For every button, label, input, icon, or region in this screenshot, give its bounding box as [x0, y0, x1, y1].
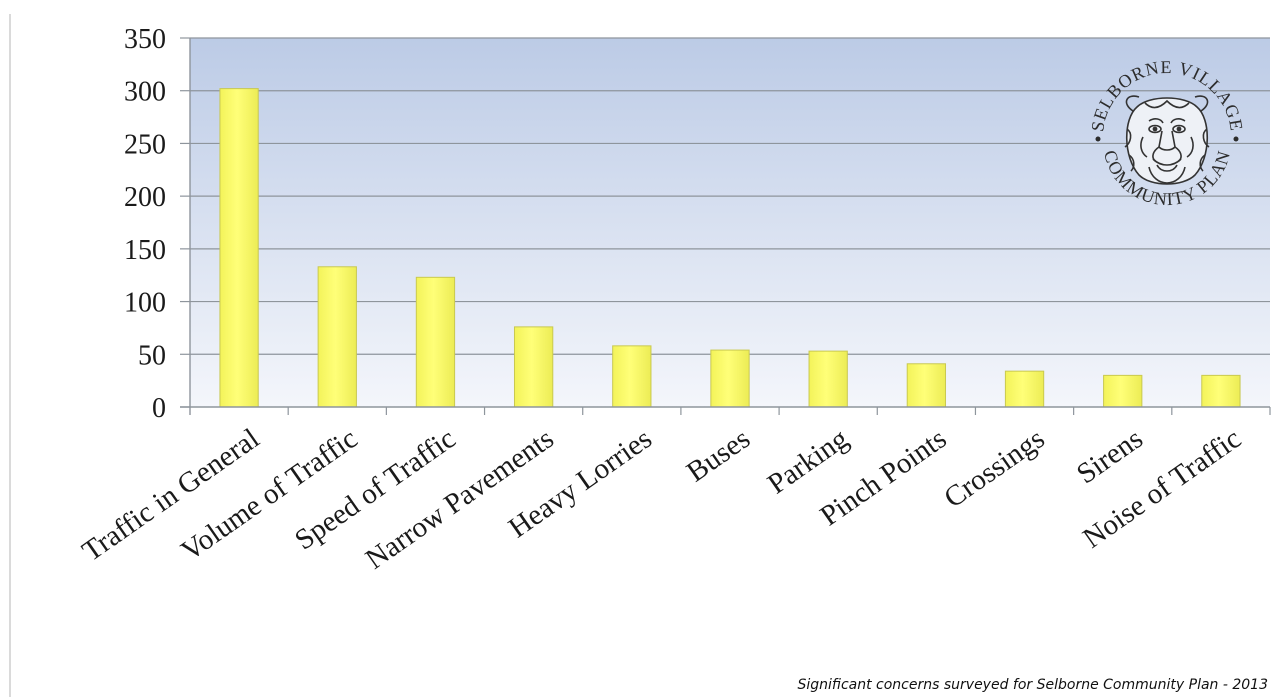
- y-tick-label: 250: [124, 129, 166, 160]
- bar: [1004, 370, 1045, 408]
- plot-area: [190, 38, 1270, 407]
- bar: [1103, 374, 1143, 408]
- axes: [180, 38, 1270, 415]
- bar: [808, 350, 848, 408]
- bar: [219, 88, 259, 408]
- y-tick-label: 50: [138, 340, 166, 371]
- bar: [317, 266, 357, 408]
- chart-caption: Significant concerns surveyed for Selbor…: [797, 677, 1268, 693]
- x-category-label: Sirens: [1071, 423, 1149, 491]
- x-category-label: Volume of Traffic: [176, 423, 364, 568]
- bar: [906, 363, 947, 408]
- bar: [710, 349, 750, 408]
- y-tick-label: 150: [124, 235, 166, 266]
- bars: [219, 88, 1241, 408]
- y-tick-label: 100: [124, 288, 166, 319]
- y-tick-label: 200: [124, 182, 166, 213]
- x-category-label: Traffic in General: [77, 423, 266, 568]
- x-category-label: Crossings: [938, 423, 1050, 515]
- y-tick-label: 300: [124, 77, 166, 108]
- y-tick-label: 350: [124, 24, 166, 55]
- y-tick-label: 0: [152, 393, 166, 424]
- y-axis-ticks: 0 50 100 150 200 250 300 350: [124, 24, 190, 424]
- bar: [415, 276, 456, 408]
- x-category-label: Buses: [681, 423, 756, 489]
- bar: [513, 326, 554, 408]
- lion-head-icon: [1124, 95, 1210, 185]
- bar: [1201, 374, 1241, 408]
- bar: [612, 345, 652, 408]
